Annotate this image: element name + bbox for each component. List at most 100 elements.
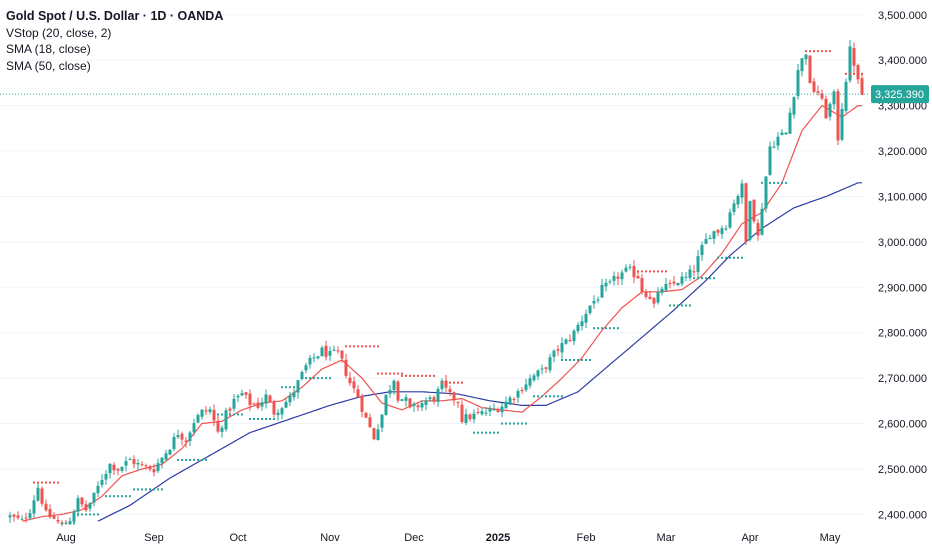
vstop-dot — [633, 270, 635, 273]
vstop-dot — [549, 395, 551, 398]
vstop-dot — [145, 488, 147, 491]
candle-body — [572, 330, 576, 342]
candle-body — [32, 500, 36, 514]
candle-body — [164, 453, 168, 460]
vstop-dot — [285, 386, 287, 389]
vstop-dot — [53, 481, 55, 484]
candle-body — [388, 389, 392, 394]
candle-body — [792, 97, 796, 115]
vstop-dot — [761, 181, 763, 184]
candle-body — [676, 283, 680, 286]
vstop-dot — [597, 327, 599, 330]
candle-body — [668, 283, 672, 285]
vstop-dot — [821, 50, 823, 53]
candle-body — [92, 492, 96, 503]
candle-body — [764, 176, 768, 209]
candle-body — [600, 284, 604, 298]
candle-body — [680, 276, 684, 284]
price-axis[interactable]: 2,400.000 2,500.000 2,600.000 2,700.000 2,80… — [871, 10, 929, 522]
candle-body — [328, 351, 332, 356]
candle-body — [860, 78, 864, 95]
vstop-dot — [233, 413, 235, 416]
indicator-vstop-label[interactable]: VStop (20, close, 2) — [6, 25, 112, 40]
candle-body — [368, 417, 372, 428]
vstop-dot — [177, 458, 179, 461]
candle-body — [696, 256, 700, 273]
candle-body — [372, 428, 376, 440]
candle-body — [592, 300, 596, 304]
vstop-dot — [373, 345, 375, 348]
vstop-dot — [409, 374, 411, 377]
vstop-dot — [861, 72, 863, 75]
vstop-dot — [561, 358, 563, 361]
vstop-dot — [649, 270, 651, 273]
vstop-dot — [717, 256, 719, 259]
candle-body — [220, 427, 224, 432]
candle-body — [536, 370, 540, 377]
time-axis[interactable]: Aug Sep Oct Nov Dec 2025 Feb Mar Apr May — [56, 532, 841, 544]
candle-body — [808, 55, 812, 84]
vstop-dot — [37, 481, 39, 484]
candle-body — [76, 498, 80, 512]
candle-body — [720, 228, 724, 235]
candle-body — [468, 414, 472, 420]
symbol-title[interactable]: Gold Spot / U.S. Dollar · 1D · OANDA — [6, 9, 224, 23]
vstop-dot — [773, 181, 775, 184]
vstop-dot — [573, 358, 575, 361]
vstop-dot — [505, 422, 507, 425]
vstop-dot — [401, 372, 403, 375]
candle-body — [432, 397, 436, 402]
vstop-dot — [513, 422, 515, 425]
candle-body — [416, 405, 420, 408]
vstop-dot — [133, 488, 135, 491]
candle-body — [500, 406, 504, 413]
x-tick-label: May — [820, 532, 841, 544]
candle-body — [340, 350, 344, 359]
y-tick-label: 3,300.000 — [878, 101, 927, 113]
vstop-dot — [269, 418, 271, 421]
candle-body — [288, 395, 292, 403]
vstop-dot — [225, 413, 227, 416]
candle-body — [404, 397, 408, 401]
vstop-dot — [693, 277, 695, 280]
candle-body — [324, 345, 328, 357]
candle-body — [480, 411, 484, 415]
candle-body — [344, 359, 348, 376]
candle-body — [552, 350, 556, 357]
y-tick-label: 2,800.000 — [878, 328, 927, 340]
vstop-dot — [149, 488, 151, 491]
vstop-dot — [677, 304, 679, 307]
candle-body — [452, 392, 456, 401]
vstop-dot — [241, 413, 243, 416]
indicator-sma18-label[interactable]: SMA (18, close) — [6, 42, 91, 56]
candle-body — [636, 276, 640, 279]
candle-body — [728, 212, 732, 228]
vstop-dot — [417, 374, 419, 377]
vstop-dot — [673, 304, 675, 307]
candle-body — [472, 413, 476, 420]
candle-body — [604, 282, 608, 287]
vstop-dot — [205, 458, 207, 461]
vstop-dot — [489, 431, 491, 434]
candle-body — [716, 229, 720, 233]
candle-body — [120, 466, 124, 471]
candle-body — [776, 136, 780, 146]
candle-body — [852, 48, 856, 66]
candle-body — [656, 292, 660, 303]
candle-body — [516, 390, 520, 398]
candle-body — [236, 395, 240, 398]
indicator-sma50-label[interactable]: SMA (50, close) — [6, 58, 91, 73]
vstop-dot — [617, 327, 619, 330]
candle-body — [264, 394, 268, 404]
candle-body — [672, 281, 676, 284]
vstop-dot — [253, 418, 255, 421]
vstop-dot — [705, 277, 707, 280]
vstop-dot — [73, 522, 75, 525]
vstop-dot — [81, 513, 83, 516]
candle-body — [612, 276, 616, 281]
candle-body — [800, 58, 804, 72]
vstop-dot — [641, 270, 643, 273]
vstop-dot — [453, 381, 455, 384]
